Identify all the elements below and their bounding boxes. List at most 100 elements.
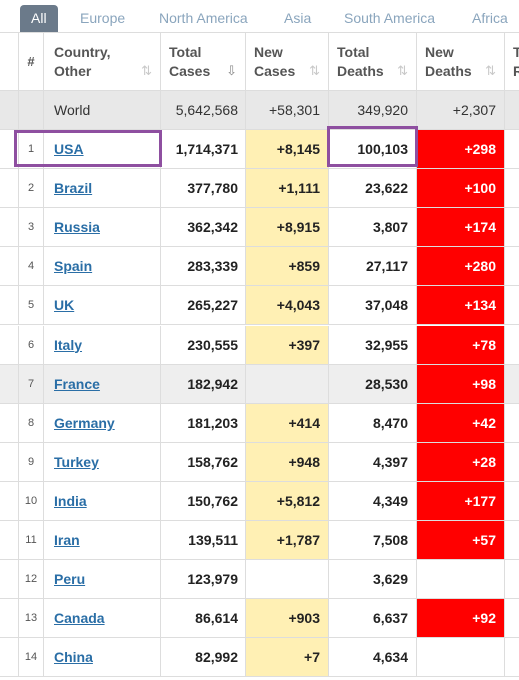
country-link[interactable]: Germany: [54, 414, 115, 431]
new-cases-cell: [246, 364, 329, 403]
country-link[interactable]: Iran: [54, 532, 80, 549]
header-country-label: Country, Other: [54, 44, 111, 79]
tab-europe[interactable]: Europe: [80, 10, 126, 26]
new-deaths-cell: +177: [417, 481, 505, 520]
table-row: 2 Brazil 377,780 +1,111 23,622 +100: [0, 169, 519, 209]
tab-north-america[interactable]: North America: [159, 10, 248, 26]
new-deaths-cell: +98: [417, 364, 505, 403]
tab-all[interactable]: All: [20, 5, 58, 32]
sort-desc-icon[interactable]: ⇩: [226, 63, 237, 78]
total-cases-cell: 377,780: [161, 169, 246, 208]
table-row: 11 Iran 139,511 +1,787 7,508 +57: [0, 521, 519, 561]
total-cases-cell: 150,762: [161, 481, 246, 520]
total-deaths-cell: 7,508: [329, 521, 417, 560]
table-row: 5 UK 265,227 +4,043 37,048 +134: [0, 286, 519, 326]
row-rank: 12: [18, 560, 44, 599]
country-cell: Brazil: [44, 169, 161, 208]
new-cases-cell: +859: [246, 247, 329, 286]
tab-africa[interactable]: Africa: [472, 10, 508, 26]
row-rank: 2: [18, 169, 44, 208]
truncated-column-cell: [505, 286, 519, 324]
country-link[interactable]: Peru: [54, 571, 86, 588]
new-cases-cell: +7: [246, 638, 329, 677]
total-deaths-cell: 3,807: [329, 208, 417, 247]
world-label: World: [44, 91, 161, 129]
sort-icon[interactable]: ⇅: [485, 63, 496, 78]
new-deaths-cell: +78: [417, 325, 505, 364]
country-link[interactable]: India: [54, 492, 87, 509]
table-row: 9 Turkey 158,762 +948 4,397 +28: [0, 442, 519, 482]
new-deaths-cell: +100: [417, 169, 505, 208]
new-cases-cell: +903: [246, 599, 329, 638]
table-row: 1 USA 1,714,371 +8,145 100,103 +298: [0, 130, 519, 170]
header-total-deaths[interactable]: Total Deaths ⇅: [329, 33, 417, 90]
header-truncated-column[interactable]: T R: [513, 44, 519, 79]
country-link[interactable]: Russia: [54, 219, 100, 236]
country-cell: Iran: [44, 521, 161, 560]
row-rank: 1: [18, 130, 44, 169]
new-deaths-cell: +28: [417, 442, 505, 481]
country-link[interactable]: Turkey: [54, 453, 99, 470]
country-link[interactable]: USA: [54, 141, 84, 158]
tab-asia[interactable]: Asia: [284, 10, 312, 26]
country-link[interactable]: Brazil: [54, 180, 93, 197]
truncated-column-cell: [505, 443, 519, 481]
truncated-column-cell: [505, 638, 519, 676]
total-cases-cell: 283,339: [161, 247, 246, 286]
country-link[interactable]: China: [54, 649, 93, 666]
row-rank: 5: [18, 286, 44, 325]
total-deaths-cell: 100,103: [329, 130, 417, 169]
header-new-cases[interactable]: New Cases ⇅: [246, 33, 329, 90]
tab-south-america[interactable]: South America: [344, 10, 436, 26]
country-cell: USA: [44, 130, 161, 169]
country-cell: India: [44, 481, 161, 520]
world-new-deaths: +2,307: [417, 91, 505, 129]
new-deaths-cell: +42: [417, 403, 505, 442]
total-deaths-cell: 23,622: [329, 169, 417, 208]
total-deaths-cell: 32,955: [329, 325, 417, 364]
new-deaths-cell: +174: [417, 208, 505, 247]
total-deaths-cell: 4,634: [329, 638, 417, 677]
country-link[interactable]: Canada: [54, 610, 105, 627]
row-rank: 11: [18, 521, 44, 560]
header-new-deaths[interactable]: New Deaths ⇅: [417, 33, 505, 90]
total-deaths-cell: 28,530: [329, 364, 417, 403]
country-cell: Germany: [44, 403, 161, 442]
country-cell: Italy: [44, 325, 161, 364]
row-rank: 4: [18, 247, 44, 286]
row-rank: 14: [18, 638, 44, 677]
new-cases-cell: +1,111: [246, 169, 329, 208]
country-cell: Spain: [44, 247, 161, 286]
sort-icon[interactable]: ⇅: [309, 63, 320, 78]
sort-icon[interactable]: ⇅: [141, 63, 152, 78]
truncated-column-cell: [505, 169, 519, 207]
country-cell: China: [44, 638, 161, 677]
country-cell: France: [44, 364, 161, 403]
new-deaths-cell: +134: [417, 286, 505, 325]
total-deaths-cell: 37,048: [329, 286, 417, 325]
truncated-column-cell: [505, 560, 519, 598]
total-cases-cell: 123,979: [161, 560, 246, 599]
new-deaths-cell: +57: [417, 521, 505, 560]
country-link[interactable]: UK: [54, 297, 75, 314]
new-cases-cell: +948: [246, 442, 329, 481]
sort-icon[interactable]: ⇅: [397, 63, 408, 78]
new-deaths-cell: +92: [417, 599, 505, 638]
country-link[interactable]: Italy: [54, 336, 83, 353]
total-cases-cell: 362,342: [161, 208, 246, 247]
truncated-column-cell: [505, 599, 519, 637]
country-link[interactable]: France: [54, 375, 100, 392]
total-cases-cell: 265,227: [161, 286, 246, 325]
country-link[interactable]: Spain: [54, 258, 93, 275]
world-rank: [18, 91, 44, 129]
header-total-cases[interactable]: Total Cases ⇩: [161, 33, 246, 90]
table-row: 13 Canada 86,614 +903 6,637 +92: [0, 599, 519, 639]
country-cell: Peru: [44, 560, 161, 599]
header-rank[interactable]: #: [18, 33, 44, 90]
total-cases-cell: 181,203: [161, 403, 246, 442]
new-deaths-cell: [417, 638, 505, 677]
header-country[interactable]: Country, Other ⇅: [44, 33, 161, 90]
truncated-column-cell: [505, 247, 519, 285]
truncated-column-cell: [505, 326, 519, 364]
region-tabs: All Europe North America Asia South Amer…: [0, 0, 519, 33]
